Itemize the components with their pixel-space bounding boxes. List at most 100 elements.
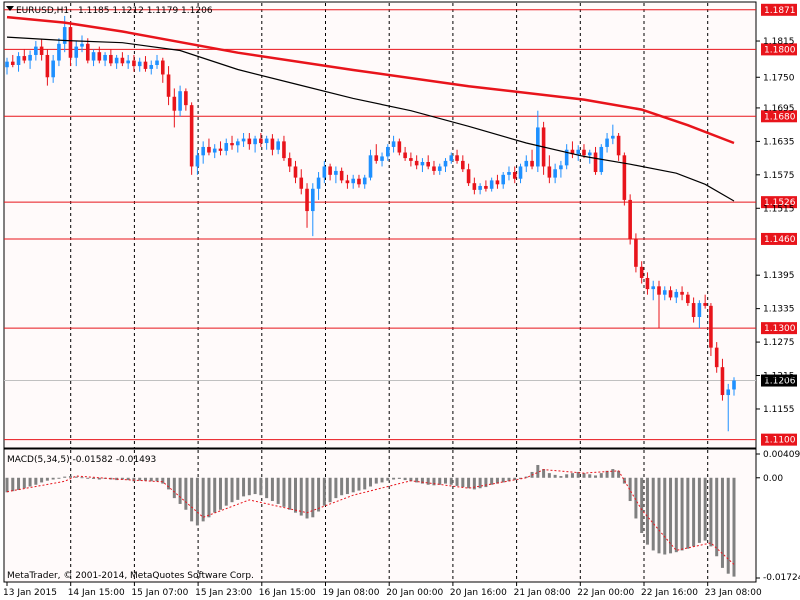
macd-bar [334, 477, 338, 499]
candle-body [495, 180, 500, 185]
candle-body [235, 141, 240, 146]
level-label: 1.1100 [764, 436, 796, 446]
macd-bar [403, 477, 407, 481]
candle-body [472, 183, 477, 190]
macd-bar [455, 477, 459, 486]
candle-body [662, 290, 667, 295]
macd-bar [11, 477, 15, 492]
macd-bar [640, 477, 644, 534]
candle-body [507, 172, 511, 175]
candle-body [287, 158, 292, 167]
macd-bar [167, 477, 171, 490]
level-label: 1.1800 [764, 45, 796, 55]
candle-body [651, 286, 656, 290]
candle-body [512, 172, 517, 179]
macd-bar [559, 476, 563, 478]
candle-body [224, 143, 229, 151]
macd-bar [328, 477, 332, 503]
macd-bar [501, 477, 505, 483]
macd-bar [374, 477, 378, 484]
price-tick-label: 1.1750 [763, 73, 795, 83]
dropdown-triangle-icon[interactable] [6, 6, 14, 11]
candle-body [616, 135, 621, 156]
horizontal-levels: 1.1871 1.1800 1.1680 1.1526 1.1460 1.1300 1.11… [4, 3, 797, 446]
macd-bar [495, 477, 499, 484]
candle-body [120, 57, 125, 64]
candle-body [570, 149, 575, 155]
level-tag [761, 3, 797, 16]
price-tick-label: 1.1635 [763, 137, 795, 147]
macd-bar [340, 477, 344, 496]
price-tick-label: 1.1275 [763, 338, 795, 348]
candle-body [270, 138, 275, 150]
candle-body [230, 143, 234, 146]
macd-bar [726, 477, 730, 574]
macd-bar [588, 474, 592, 478]
macd-bar [282, 477, 286, 507]
candle-body [259, 138, 263, 144]
candle-body [39, 46, 44, 55]
candle-body [380, 156, 384, 161]
moving-averages [6, 15, 735, 202]
candle-body [530, 160, 534, 167]
macd-bar [311, 477, 315, 518]
macd-bar [143, 477, 147, 481]
macd-bar [172, 477, 176, 499]
macd-label: MACD(5,34,5) -0.01582 -0.01493 [7, 455, 156, 465]
macd-bar [680, 477, 684, 551]
macd-bar [449, 477, 453, 485]
candle-body [16, 56, 21, 65]
candle-body [28, 54, 32, 61]
macd-panel[interactable] [3, 448, 757, 583]
macd-bar [576, 471, 580, 478]
chart-ohlc: 1.1185 1.1212 1.1179 1.1206 [78, 6, 213, 16]
time-label: 15 Jan 23:00 [195, 588, 252, 598]
macd-bar [345, 477, 349, 495]
macd-bar [553, 474, 557, 478]
candle-body [339, 170, 344, 181]
chart-symbol: EURUSD,H1 [16, 6, 69, 16]
candle-body [686, 294, 690, 304]
candle-body [432, 166, 436, 171]
candle-body [212, 148, 217, 153]
macd-bar [617, 470, 621, 478]
macd-bar [513, 477, 517, 481]
macd-bar [420, 477, 424, 484]
macd-bar [709, 477, 713, 547]
candle-body [709, 305, 713, 348]
macd-bar [484, 477, 488, 488]
candle-body [85, 43, 90, 61]
macd-bar [570, 473, 574, 478]
candle-body [639, 266, 644, 278]
candle-body [345, 180, 350, 184]
candle-body [201, 146, 205, 156]
candle-body [611, 135, 615, 139]
macd-bar [201, 477, 205, 522]
candle-body [91, 52, 96, 61]
candle-body [374, 155, 379, 161]
candle-body [582, 149, 586, 156]
macd-bar [178, 477, 182, 504]
level-tag [761, 110, 797, 123]
price-tick-label: 1.1215 [763, 372, 795, 382]
candle-body [126, 60, 130, 64]
macd-bar [657, 477, 661, 554]
candle-body [282, 141, 286, 159]
macd-bar [288, 477, 292, 510]
macd-bar [703, 477, 707, 541]
candle-body [391, 141, 396, 147]
candle-body [351, 178, 355, 184]
candle-body [386, 146, 390, 157]
macd-bar [478, 477, 482, 489]
candle-body [564, 149, 569, 166]
macd-bar [109, 477, 113, 480]
time-label: 20 Jan 16:00 [450, 588, 507, 598]
macd-bar [120, 477, 124, 480]
macd-bar [63, 476, 67, 478]
candle-body [247, 138, 252, 145]
candle-body [253, 138, 257, 145]
macd-bar [357, 477, 361, 491]
macd-bar [634, 477, 638, 519]
macd-bar [547, 473, 551, 478]
